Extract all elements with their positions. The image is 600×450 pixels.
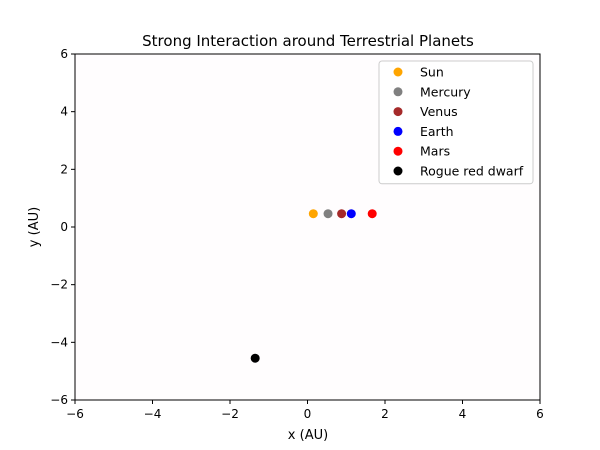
legend-label: Earth: [420, 124, 454, 139]
legend-marker: [393, 107, 403, 117]
x-axis-label: x (AU): [288, 428, 328, 443]
point-sun: [308, 209, 318, 219]
point-mercury: [323, 209, 333, 219]
legend-marker: [393, 166, 403, 176]
legend-label: Venus: [420, 104, 458, 119]
y-tick-label: 6: [60, 47, 68, 61]
legend-box: [378, 60, 534, 185]
x-tick-label: −6: [66, 407, 84, 421]
y-axis: −6 −4 −2 0 2 4 6: [50, 47, 75, 407]
data-points: [250, 209, 377, 363]
legend-label: Sun: [420, 65, 444, 80]
x-tick-label: −2: [221, 407, 239, 421]
y-axis-label: y (AU): [27, 207, 42, 247]
point-earth: [346, 209, 356, 219]
legend-label: Mars: [420, 144, 450, 159]
point-rogue-red-dwarf: [250, 353, 260, 363]
legend-label: Mercury: [420, 84, 471, 99]
legend-marker: [393, 67, 403, 77]
x-tick-label: −4: [144, 407, 162, 421]
legend-marker: [393, 126, 403, 136]
legend-marker: [393, 146, 403, 156]
x-tick-label: 0: [304, 407, 312, 421]
legend-marker: [393, 87, 403, 97]
y-tick-label: −6: [50, 393, 68, 407]
y-tick-label: −2: [50, 278, 68, 292]
legend: Sun Mercury Venus Earth Mars Rogue red dwarf: [378, 60, 534, 185]
point-mars: [367, 209, 377, 219]
chart-title: Strong Interaction around Terrestrial Pl…: [142, 32, 474, 50]
y-tick-label: −4: [50, 335, 68, 349]
x-tick-label: 2: [381, 407, 389, 421]
y-tick-label: 2: [60, 162, 68, 176]
x-tick-label: 6: [536, 407, 544, 421]
y-tick-label: 4: [60, 105, 68, 119]
point-venus: [337, 209, 347, 219]
x-tick-label: 4: [459, 407, 467, 421]
x-axis: −6 −4 −2 0 2 4 6: [66, 400, 544, 421]
legend-label: Rogue red dwarf: [420, 164, 524, 179]
y-tick-label: 0: [60, 220, 68, 234]
